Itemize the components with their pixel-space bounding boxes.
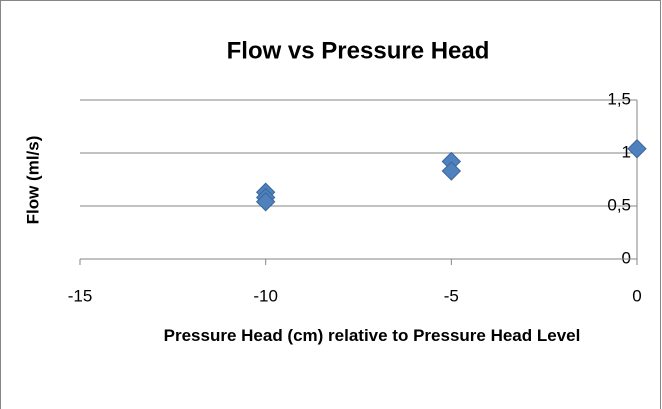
y-axis-label: Flow (ml/s) bbox=[23, 136, 42, 225]
x-axis-label: Pressure Head (cm) relative to Pressure … bbox=[163, 326, 581, 345]
x-tick-label: 0 bbox=[632, 286, 641, 305]
y-tick-label: 1 bbox=[622, 142, 631, 161]
data-point bbox=[627, 139, 647, 159]
x-tick-label: -15 bbox=[68, 286, 93, 305]
y-tick-label: 1,5 bbox=[607, 89, 631, 108]
data-point bbox=[441, 161, 462, 181]
y-tick-label: 0 bbox=[622, 248, 631, 267]
x-tick-label: -5 bbox=[444, 286, 459, 305]
chart-title: Flow vs Pressure Head bbox=[227, 37, 490, 64]
data-point bbox=[255, 192, 276, 212]
y-tick-label: 0,5 bbox=[607, 195, 631, 214]
x-tick-label: -10 bbox=[253, 286, 278, 305]
